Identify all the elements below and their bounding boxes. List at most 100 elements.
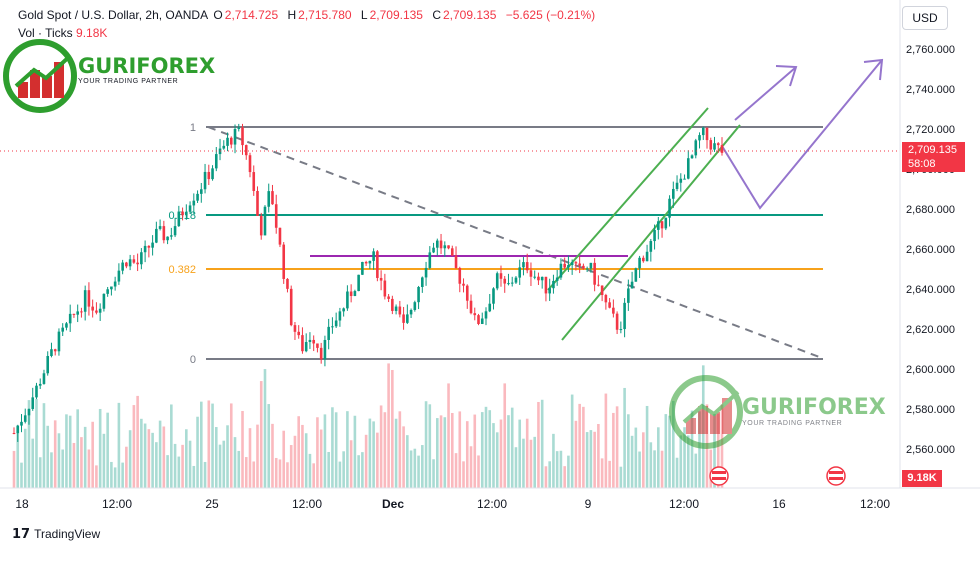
candle-body (533, 276, 536, 278)
candle-body (57, 331, 61, 352)
candle-body (80, 311, 83, 313)
tradingview-icon: 17 (12, 527, 31, 542)
volume-bar (87, 449, 91, 488)
candle-body (297, 331, 300, 336)
volume-bar (604, 393, 608, 488)
candle-body (331, 326, 334, 328)
candle-body (256, 190, 259, 216)
candle-body (570, 262, 574, 266)
candle-body (634, 268, 638, 282)
platform-name: TradingView (34, 527, 101, 541)
time-tick-label: 25 (205, 497, 219, 511)
candle-body (316, 343, 319, 348)
candle-body (170, 235, 173, 237)
volume-bar (533, 436, 536, 488)
volume-bar (237, 450, 241, 488)
candle-body (454, 255, 458, 268)
candle-body (162, 226, 166, 241)
candle-body (694, 140, 698, 156)
drawings (207, 58, 884, 359)
volume-bar (166, 455, 169, 488)
candle-body (510, 282, 514, 284)
volume-bar (83, 426, 87, 488)
volume-bar (672, 400, 675, 488)
candle-body (244, 145, 248, 156)
candle-body (555, 277, 559, 281)
volume-bar (608, 460, 611, 488)
logo-mark-watermark (669, 375, 743, 449)
volume-bar (458, 411, 462, 488)
volume-bar (664, 414, 668, 488)
logo-tagline: YOUR TRADING PARTNER (742, 420, 843, 427)
candle-body (439, 240, 443, 249)
volume-bar (492, 423, 495, 488)
volume-bar (372, 421, 375, 488)
volume-bar (155, 442, 158, 488)
volume-bar (23, 428, 27, 488)
volume-bar (537, 401, 540, 488)
time-tick-label: Dec (382, 497, 404, 511)
candle-body (20, 421, 23, 426)
last-price-value: 2,709.135 (908, 144, 957, 156)
us-flag-icon (826, 466, 846, 486)
candle-body (267, 191, 271, 207)
volume-bar (627, 414, 630, 488)
volume-bar (42, 403, 46, 488)
volume-bar (450, 412, 454, 488)
candle-body (46, 355, 50, 374)
candle-body (649, 241, 653, 252)
candle-body (233, 128, 237, 145)
volume-bar (20, 462, 23, 488)
volume-bar (233, 437, 237, 488)
time-tick-label: 16 (772, 497, 786, 511)
candle-body (413, 302, 417, 310)
candle-body (720, 145, 724, 153)
volume-bar (68, 415, 72, 488)
candle-body (507, 283, 510, 285)
volume-bar (462, 461, 465, 488)
candle-body (207, 171, 211, 180)
volume-bar (406, 435, 409, 488)
candle-body (338, 311, 342, 321)
volume-bar (263, 369, 267, 488)
candle-body (593, 262, 596, 285)
logo-name: GURIFOREX (78, 54, 216, 78)
volume-bar (638, 451, 641, 488)
candle-body (53, 349, 57, 352)
candle-body (443, 245, 447, 249)
candle-body (582, 265, 585, 269)
fib-level-label: 0.382 (168, 264, 196, 276)
volume-bar (334, 412, 338, 488)
volume-label[interactable]: Vol · Ticks (18, 26, 73, 40)
time-tick-label: 18 (15, 497, 29, 511)
currency-button[interactable]: USD (902, 6, 948, 30)
volume-bar (98, 408, 102, 488)
candle-body (417, 286, 420, 303)
volume-bar (585, 432, 589, 488)
volume-bar (480, 412, 484, 488)
volume-bar (413, 448, 417, 488)
symbol-name[interactable]: Gold Spot / U.S. Dollar, 2h, OANDA (18, 8, 209, 22)
projection-arrow-1 (734, 67, 796, 121)
volume-bar (716, 413, 720, 488)
tradingview-logo[interactable]: 17 TradingView (12, 527, 100, 542)
candle-body (353, 291, 357, 297)
candle-body (424, 267, 428, 278)
volume-bar (323, 414, 327, 488)
volume-bar (252, 461, 256, 488)
projection-arrowhead-2 (863, 58, 884, 81)
volume-bar (61, 449, 64, 488)
fib-level-label: 1 (190, 122, 196, 134)
volume-bar (192, 465, 196, 488)
volume-bar (649, 442, 653, 488)
candle-body (574, 262, 578, 264)
candle-body (229, 137, 233, 145)
logo-mark-top (3, 39, 77, 113)
candle-body (642, 257, 645, 262)
candle-body (106, 289, 109, 294)
volume-bar (106, 412, 109, 488)
volume-bar (278, 459, 282, 488)
volume-bar (679, 435, 683, 488)
volume-bar (203, 461, 207, 488)
